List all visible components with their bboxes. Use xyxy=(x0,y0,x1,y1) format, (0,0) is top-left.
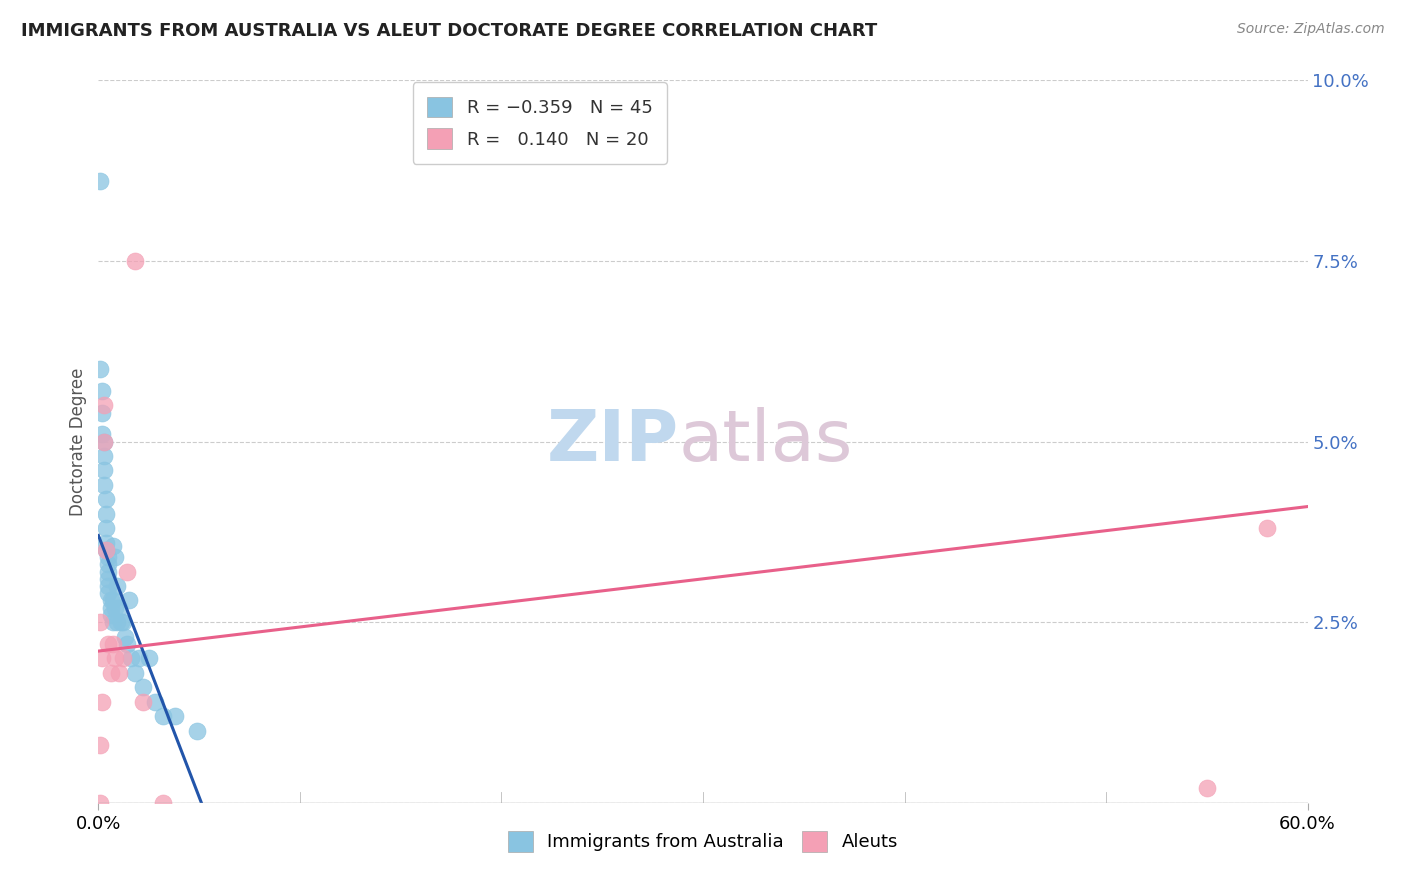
Point xyxy=(1195,781,1218,796)
Point xyxy=(93,478,115,492)
Point xyxy=(97,558,120,572)
Point xyxy=(152,796,174,810)
Point xyxy=(101,593,124,607)
Point xyxy=(115,565,138,579)
Point xyxy=(111,615,134,630)
Point xyxy=(89,796,111,810)
Point xyxy=(91,651,114,665)
Point xyxy=(107,600,129,615)
Point xyxy=(89,615,111,630)
Legend: Immigrants from Australia, Aleuts: Immigrants from Australia, Aleuts xyxy=(501,823,905,859)
Point xyxy=(138,651,160,665)
Point xyxy=(100,607,122,622)
Point xyxy=(91,695,114,709)
Point xyxy=(100,665,122,680)
Point xyxy=(96,492,118,507)
Point xyxy=(96,521,118,535)
Point xyxy=(103,550,125,565)
Point xyxy=(124,665,146,680)
Point xyxy=(100,593,122,607)
Point xyxy=(128,651,150,665)
Point xyxy=(103,600,125,615)
Point xyxy=(105,579,128,593)
Point xyxy=(93,398,115,412)
Point xyxy=(96,542,118,557)
Point xyxy=(101,539,124,553)
Point xyxy=(110,615,132,630)
Point xyxy=(101,637,124,651)
Point xyxy=(97,586,120,600)
Point xyxy=(114,630,136,644)
Point xyxy=(100,600,122,615)
Point xyxy=(132,680,155,694)
Point xyxy=(186,723,208,738)
Point xyxy=(105,615,128,630)
Point xyxy=(91,406,114,420)
Point xyxy=(89,738,111,752)
Point xyxy=(93,434,115,449)
Point xyxy=(91,427,114,442)
Text: Source: ZipAtlas.com: Source: ZipAtlas.com xyxy=(1237,22,1385,37)
Point xyxy=(91,384,114,398)
Text: atlas: atlas xyxy=(679,407,853,476)
Point xyxy=(97,579,120,593)
Point xyxy=(101,615,124,630)
Point xyxy=(163,709,186,723)
Point xyxy=(89,174,111,188)
Point xyxy=(97,550,120,565)
Point xyxy=(93,434,115,449)
Point xyxy=(96,535,118,549)
Point xyxy=(143,695,166,709)
Text: ZIP: ZIP xyxy=(547,407,679,476)
Point xyxy=(118,593,141,607)
Point xyxy=(96,542,118,557)
Point xyxy=(97,572,120,586)
Point xyxy=(93,449,115,463)
Point xyxy=(120,651,142,665)
Point xyxy=(97,637,120,651)
Point xyxy=(115,637,138,651)
Point xyxy=(107,665,129,680)
Point xyxy=(96,507,118,521)
Point xyxy=(111,651,134,665)
Point xyxy=(89,362,111,376)
Point xyxy=(124,254,146,268)
Point xyxy=(97,565,120,579)
Point xyxy=(103,651,125,665)
Point xyxy=(132,695,155,709)
Point xyxy=(152,709,174,723)
Point xyxy=(93,463,115,477)
Y-axis label: Doctorate Degree: Doctorate Degree xyxy=(69,368,87,516)
Text: IMMIGRANTS FROM AUSTRALIA VS ALEUT DOCTORATE DEGREE CORRELATION CHART: IMMIGRANTS FROM AUSTRALIA VS ALEUT DOCTO… xyxy=(21,22,877,40)
Point xyxy=(1256,521,1278,535)
